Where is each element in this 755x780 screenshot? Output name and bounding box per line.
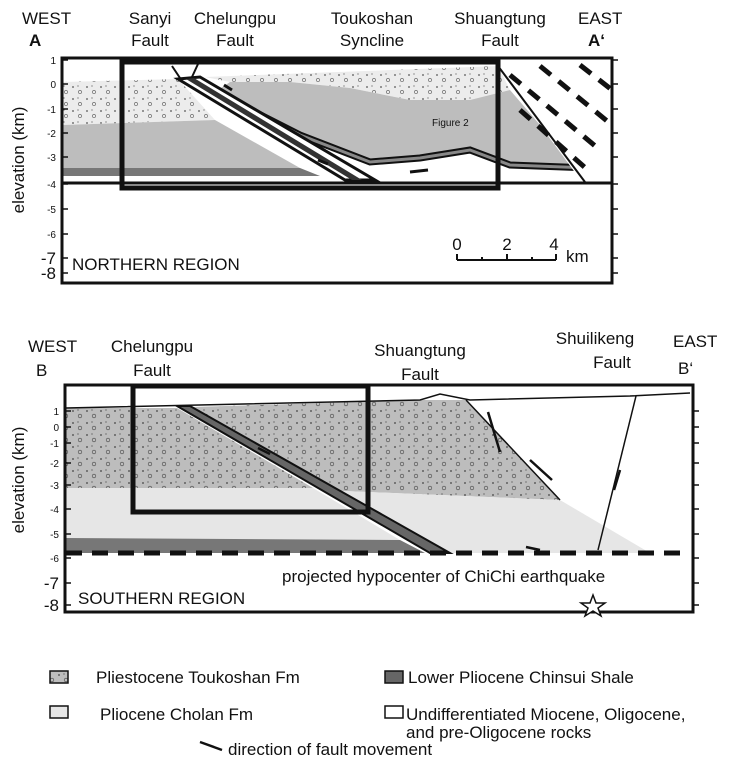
scale-label: 0 [452,235,461,254]
y-tick-label: -4 [50,505,59,516]
y-tick-label: 0 [53,423,59,434]
hypocenter-label: projected hypocenter of ChiChi earthquak… [282,567,605,586]
y-tick-label: -2 [47,129,56,140]
section-point: A‘ [588,31,605,50]
y-tick-label: -5 [47,205,56,216]
y-tick-label: -6 [50,554,59,565]
section-point: B [36,361,47,380]
y-tick-label: -8 [44,596,59,615]
fault-label: Fault [593,353,631,372]
west-label: WEST [22,9,71,28]
scale-unit: km [566,247,589,266]
fault-label: Sanyi [129,9,172,28]
fault-label: Fault [133,361,171,380]
fault-label: Fault [401,365,439,384]
legend-label: Pliocene Cholan Fm [100,705,253,724]
axis-label: elevation (km) [9,427,28,534]
y-tick-label: 1 [50,56,56,67]
region-label: NORTHERN REGION [72,255,240,274]
y-tick-label: 0 [50,80,56,91]
west-label: WEST [28,337,77,356]
north-section [62,58,612,283]
section-point: A [29,31,41,50]
legend-label: Lower Pliocene Chinsui Shale [408,668,634,687]
legend-label: Pliestocene Toukoshan Fm [96,668,300,687]
fault-label: Chelungpu [111,337,193,356]
y-tick-label: -3 [50,481,59,492]
y-tick-label: -1 [47,105,56,116]
y-tick-label: 1 [53,407,59,418]
y-tick-label: -4 [47,180,56,191]
fault-label: Fault [216,31,254,50]
fault-label: Shuangtung [374,341,466,360]
region-label: SOUTHERN REGION [78,589,245,608]
fault-label: Chelungpu [194,9,276,28]
cross-sections: WEST A Sanyi Fault Chelungpu Fault Touko… [0,0,755,780]
structure-label: Toukoshan [331,9,413,28]
fault-label: Shuangtung [454,9,546,28]
scale-label: 2 [502,235,511,254]
legend-label: direction of fault movement [228,740,432,759]
fault-label: Fault [481,31,519,50]
y-tick-label: -3 [47,153,56,164]
y-tick-label: -6 [47,230,56,241]
fault-label: Fault [131,31,169,50]
y-tick-label: -5 [50,530,59,541]
east-label: EAST [673,332,717,351]
east-label: EAST [578,9,622,28]
y-tick-label: -8 [41,264,56,283]
y-tick-label: -1 [50,439,59,450]
axis-label: elevation (km) [9,107,28,214]
y-tick-label: -2 [50,459,59,470]
structure-label: Syncline [340,31,404,50]
scale-label: 4 [549,235,558,254]
section-point: B‘ [678,359,693,378]
y-tick-label: -7 [44,574,59,593]
legend-label: Undifferentiated Miocene, Oligocene, [406,705,685,724]
fault-label: Shuilikeng [556,329,634,348]
legend-label: and pre-Oligocene rocks [406,723,591,742]
inset-label: Figure 2 [432,118,469,129]
